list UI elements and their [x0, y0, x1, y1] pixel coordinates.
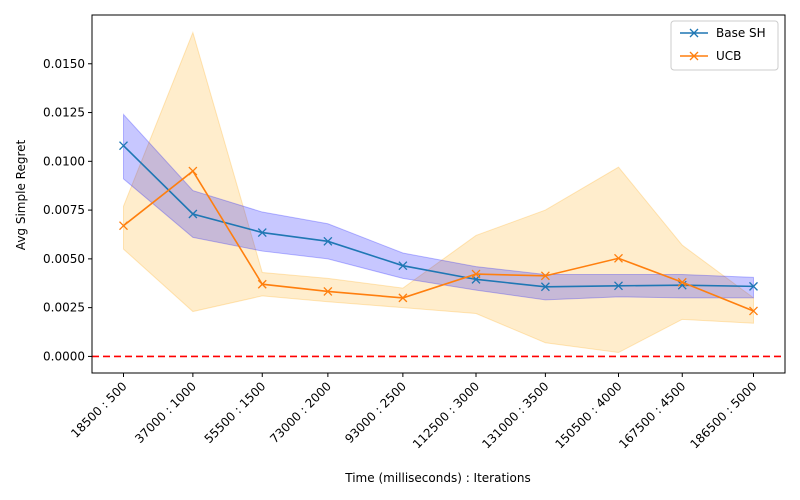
y-tick-label: 0.0050: [43, 252, 85, 266]
point-ucb: [614, 253, 623, 263]
series-ucb: [119, 166, 758, 316]
axes: [91, 14, 786, 374]
y-tick-label: 0.0075: [43, 203, 85, 217]
point-ucb: [677, 277, 687, 287]
legend-marker: [689, 28, 699, 38]
legend-label: Base SH: [716, 26, 766, 40]
plot-frame: [91, 14, 786, 374]
point-base-sh: [540, 282, 550, 292]
series-lines: [119, 141, 758, 316]
point-base-sh: [614, 281, 623, 291]
x-tick-label: 167500 : 4500: [616, 379, 688, 451]
x-tick-label: 18500 : 500: [68, 379, 129, 440]
point-base-sh: [749, 281, 758, 291]
x-tick-label: 37000 : 1000: [132, 379, 199, 446]
x-tick-label: 131000 : 3500: [479, 379, 551, 451]
legend-marker: [689, 51, 699, 61]
confidence-bands: [123, 31, 754, 354]
band-ucb: [123, 31, 754, 354]
point-ucb: [323, 286, 333, 296]
line-ucb: [123, 169, 754, 312]
point-base-sh: [257, 228, 267, 237]
y-tick-label: 0.0150: [43, 57, 85, 71]
x-tick-label: 186500 : 5000: [687, 379, 759, 451]
point-base-sh: [398, 261, 408, 271]
point-ucb: [188, 166, 198, 176]
y-tick-label: 0.0025: [43, 301, 85, 315]
point-base-sh: [323, 236, 333, 246]
point-ucb: [471, 269, 481, 279]
legend-entry-base-sh: Base SH: [680, 26, 766, 40]
legend-entry-ucb: UCB: [680, 49, 741, 63]
point-ucb: [257, 279, 267, 289]
y-tick-label: 0.0000: [43, 349, 85, 363]
y-tick-label: 0.0125: [43, 106, 85, 120]
x-tick-label: 55500 : 1500: [202, 379, 269, 446]
y-tick-label: 0.0100: [43, 154, 85, 168]
point-ucb: [749, 306, 758, 316]
legend-label: UCB: [716, 49, 741, 63]
x-tick-label: 93000 : 2500: [342, 379, 409, 446]
band-base-sh: [123, 113, 754, 301]
point-ucb: [398, 293, 408, 303]
point-base-sh: [188, 209, 198, 219]
x-axis-label: Time (milliseconds) : Iterations: [344, 471, 530, 485]
legend: Base SH UCB: [670, 20, 779, 71]
x-tick-label: 112500 : 3000: [410, 379, 482, 451]
x-tick-label: 73000 : 2000: [267, 379, 334, 446]
point-ucb: [540, 271, 550, 281]
point-ucb: [119, 221, 128, 231]
x-tick-label: 150500 : 4000: [552, 379, 624, 451]
line-base-sh: [122, 145, 754, 288]
y-axis-label: Avg Simple Regret: [14, 140, 28, 251]
point-base-sh: [119, 141, 128, 151]
